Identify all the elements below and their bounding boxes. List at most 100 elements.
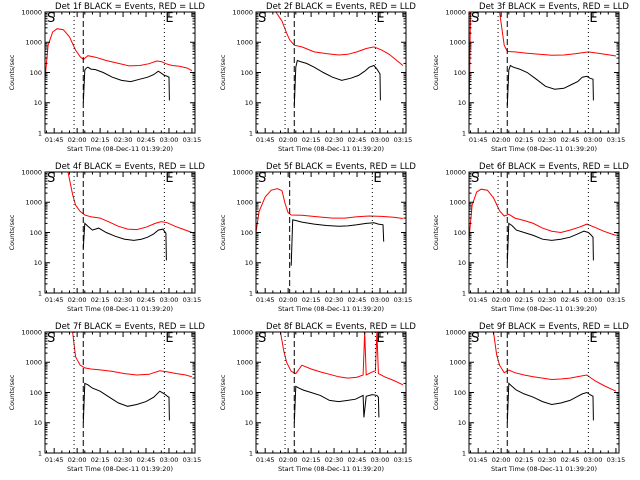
y-tick-label: 10 — [245, 259, 253, 267]
y-tick-label: 10 — [458, 99, 466, 107]
y-tick-label: 100 — [241, 229, 253, 237]
x-tick-label: 01:45 — [469, 456, 488, 464]
panel-6: Det 6f BLACK = Events, RED = LLD 1 10 100 10… — [432, 162, 629, 313]
x-tick-label: 02:30 — [114, 136, 133, 144]
start-marker-label: S — [258, 171, 266, 186]
lld-series-line — [256, 332, 404, 386]
x-tick-label: 03:15 — [607, 296, 626, 304]
y-axis-label: Counts/sec — [219, 374, 227, 410]
y-axis-label: Counts/sec — [219, 214, 227, 250]
y-tick-label: 1 — [462, 449, 466, 457]
panel-title: Det 6f BLACK = Events, RED = LLD — [479, 162, 629, 172]
series-group — [45, 28, 193, 103]
lld-series-line — [45, 28, 193, 80]
x-tick-label: 01:45 — [256, 456, 275, 464]
x-tick-label: 02:30 — [114, 456, 133, 464]
x-axis-label: Start Time (08-Dec-11 01:39:20) — [278, 305, 384, 313]
events-series-line — [506, 64, 594, 106]
x-tick-label: 02:45 — [137, 296, 156, 304]
series-group — [469, 12, 616, 124]
x-axis-label: Start Time (08-Dec-11 01:39:20) — [278, 465, 384, 473]
x-axis-label: Start Time (08-Dec-11 01:39:20) — [278, 145, 384, 153]
series-group — [469, 188, 617, 263]
events-series-line — [290, 219, 385, 266]
panel-9: Det 9f BLACK = Events, RED = LLD 1 10 100 10… — [432, 322, 629, 473]
series-group — [45, 332, 193, 423]
panel-title: Det 2f BLACK = Events, RED = LLD — [266, 2, 416, 12]
y-tick-label: 10 — [458, 419, 466, 427]
x-tick-label: 02:00 — [68, 456, 87, 464]
x-tick-label: 02:00 — [279, 136, 298, 144]
end-marker-label: E — [589, 11, 597, 26]
y-tick-label: 1 — [249, 289, 253, 297]
x-tick-label: 02:15 — [91, 456, 110, 464]
x-tick-label: 03:00 — [584, 456, 603, 464]
panel-2: Det 2f BLACK = Events, RED = LLD 1 10 100 10… — [219, 2, 416, 153]
y-axis-label: Counts/sec — [432, 214, 440, 250]
series-group — [256, 12, 404, 106]
x-tick-label: 03:00 — [584, 136, 603, 144]
x-tick-label: 02:45 — [348, 296, 367, 304]
x-tick-label: 02:15 — [515, 296, 534, 304]
y-tick-label: 10000 — [232, 8, 253, 16]
x-tick-label: 02:30 — [538, 296, 557, 304]
series-group — [256, 188, 403, 266]
y-tick-label: 10000 — [445, 8, 466, 16]
x-tick-label: 02:45 — [561, 296, 580, 304]
panel-title: Det 4f BLACK = Events, RED = LLD — [55, 162, 205, 172]
end-marker-label: E — [376, 331, 384, 346]
y-tick-label: 1 — [249, 129, 253, 137]
y-tick-label: 1000 — [449, 199, 466, 207]
y-axis-label: Counts/sec — [8, 374, 16, 410]
x-tick-label: 02:15 — [302, 136, 321, 144]
panel-7: Det 7f BLACK = Events, RED = LLD 1 10 100 10… — [8, 322, 205, 473]
x-tick-label: 03:00 — [160, 136, 179, 144]
y-tick-label: 100 — [454, 229, 466, 237]
x-tick-label: 02:15 — [515, 456, 534, 464]
panel-title: Det 8f BLACK = Events, RED = LLD — [266, 322, 416, 332]
x-tick-label: 03:15 — [183, 136, 202, 144]
y-tick-label: 100 — [241, 389, 253, 397]
x-tick-label: 02:00 — [492, 136, 511, 144]
y-tick-label: 100 — [30, 69, 42, 77]
y-tick-label: 10 — [34, 419, 42, 427]
x-axis-label: Start Time (08-Dec-11 01:39:20) — [491, 145, 597, 153]
plot-frame — [255, 331, 407, 454]
y-tick-label: 100 — [454, 69, 466, 77]
y-tick-label: 10000 — [445, 168, 466, 176]
x-tick-label: 02:00 — [492, 296, 511, 304]
panel-title: Det 3f BLACK = Events, RED = LLD — [479, 2, 629, 12]
x-tick-label: 01:45 — [256, 136, 275, 144]
x-tick-label: 01:45 — [45, 456, 64, 464]
panel-1: Det 1f BLACK = Events, RED = LLD 1 10 100 10… — [8, 2, 205, 153]
series-group — [469, 332, 617, 423]
y-tick-label: 10000 — [232, 168, 253, 176]
x-tick-label: 03:00 — [371, 456, 390, 464]
events-series-line — [293, 59, 381, 106]
x-tick-label: 03:00 — [160, 296, 179, 304]
y-tick-label: 1000 — [25, 199, 42, 207]
y-axis-label: Counts/sec — [8, 214, 16, 250]
plot-frame — [44, 171, 196, 294]
panel-4: Det 4f BLACK = Events, RED = LLD 1 10 100 10… — [8, 162, 205, 313]
start-marker-label: S — [47, 331, 55, 346]
x-tick-label: 03:15 — [394, 296, 413, 304]
x-tick-label: 02:15 — [91, 136, 110, 144]
start-marker-label: S — [258, 331, 266, 346]
events-series-line — [82, 66, 170, 103]
x-tick-label: 01:45 — [45, 136, 64, 144]
plot-frame — [468, 11, 620, 134]
x-axis-label: Start Time (08-Dec-11 01:39:20) — [491, 305, 597, 313]
y-tick-label: 10 — [34, 99, 42, 107]
y-tick-label: 1000 — [25, 39, 42, 47]
y-tick-label: 1000 — [25, 359, 42, 367]
x-axis-label: Start Time (08-Dec-11 01:39:20) — [67, 145, 173, 153]
series-group — [256, 332, 404, 423]
end-marker-label: E — [165, 331, 173, 346]
x-tick-label: 03:00 — [371, 296, 390, 304]
start-marker-label: S — [471, 171, 479, 186]
x-tick-label: 03:00 — [160, 456, 179, 464]
y-tick-label: 1 — [249, 449, 253, 457]
panel-8: Det 8f BLACK = Events, RED = LLD 1 10 100 10… — [219, 322, 416, 473]
